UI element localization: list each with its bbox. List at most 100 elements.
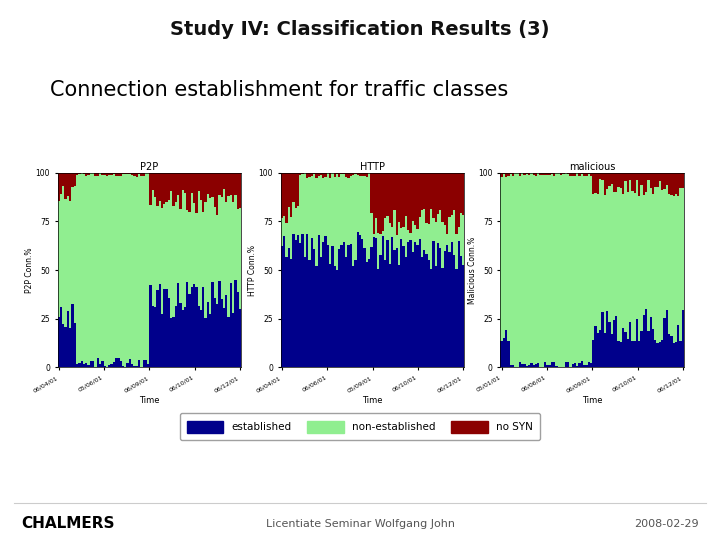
Bar [218,173,220,195]
Bar [518,173,521,176]
Bar [572,363,574,367]
Bar [172,206,175,318]
Bar [549,173,551,175]
Bar [220,173,223,197]
Bar [512,365,514,367]
Bar [620,188,622,342]
Bar [599,173,601,179]
Bar [320,175,322,257]
Bar [338,248,341,367]
Bar [343,242,345,367]
Bar [200,310,202,367]
Bar [216,305,218,367]
Bar [423,209,426,250]
Bar [99,173,102,364]
Bar [320,173,322,175]
Bar [665,185,668,310]
Bar [232,173,234,201]
Bar [634,193,636,341]
Bar [638,173,640,196]
Bar [78,173,81,174]
Bar [152,306,154,367]
Bar [214,173,216,207]
Bar [624,181,626,332]
Bar [551,362,553,367]
Bar [389,264,391,367]
Bar [553,362,555,367]
Bar [370,247,373,367]
Bar [150,205,152,285]
Bar [168,298,170,367]
Bar [601,173,603,180]
Bar [228,196,230,316]
Bar [212,173,214,197]
Bar [661,190,663,340]
Bar [140,176,143,367]
Bar [131,173,133,175]
Bar [87,365,90,367]
Bar [682,188,684,310]
Bar [407,242,409,367]
Bar [379,234,382,255]
Bar [444,173,446,225]
Bar [382,237,384,367]
Bar [567,173,570,174]
Bar [647,173,649,180]
Bar [181,191,184,310]
Bar [663,173,665,189]
Bar [638,196,640,341]
Bar [418,173,420,217]
Bar [546,365,549,367]
Bar [393,211,395,250]
Bar [389,223,391,264]
Bar [143,173,145,176]
Bar [62,324,65,367]
Bar [603,333,606,367]
Bar [455,234,457,269]
Bar [150,173,152,205]
Bar [512,176,514,365]
Bar [129,174,131,359]
Bar [446,234,449,245]
Bar [661,173,663,190]
Bar [462,214,464,265]
Bar [379,173,382,234]
Bar [384,260,387,367]
Bar [85,363,87,367]
Bar [418,239,420,367]
Bar [285,173,288,223]
Title: P2P: P2P [140,162,158,172]
Bar [186,173,189,211]
Bar [418,217,420,239]
Bar [387,173,389,217]
Bar [583,176,585,365]
Bar [441,173,444,222]
Bar [310,176,313,238]
Bar [131,364,133,367]
Bar [304,173,306,256]
Bar [135,177,138,367]
Bar [503,174,505,338]
Bar [611,173,613,184]
Bar [58,173,60,201]
Bar [412,221,414,252]
Bar [564,173,567,362]
Bar [207,302,209,367]
Bar [500,177,503,341]
Bar [354,174,356,260]
Bar [288,248,290,367]
Bar [230,195,232,284]
Bar [356,173,359,175]
Bar [90,361,92,367]
Bar [237,293,239,367]
Bar [331,173,333,246]
Bar [412,173,414,221]
Bar [439,173,441,210]
Bar [556,366,558,367]
Bar [133,366,135,367]
Bar [138,360,140,367]
Bar [398,173,400,222]
Bar [514,173,516,367]
Bar [179,302,181,367]
Bar [539,173,541,176]
